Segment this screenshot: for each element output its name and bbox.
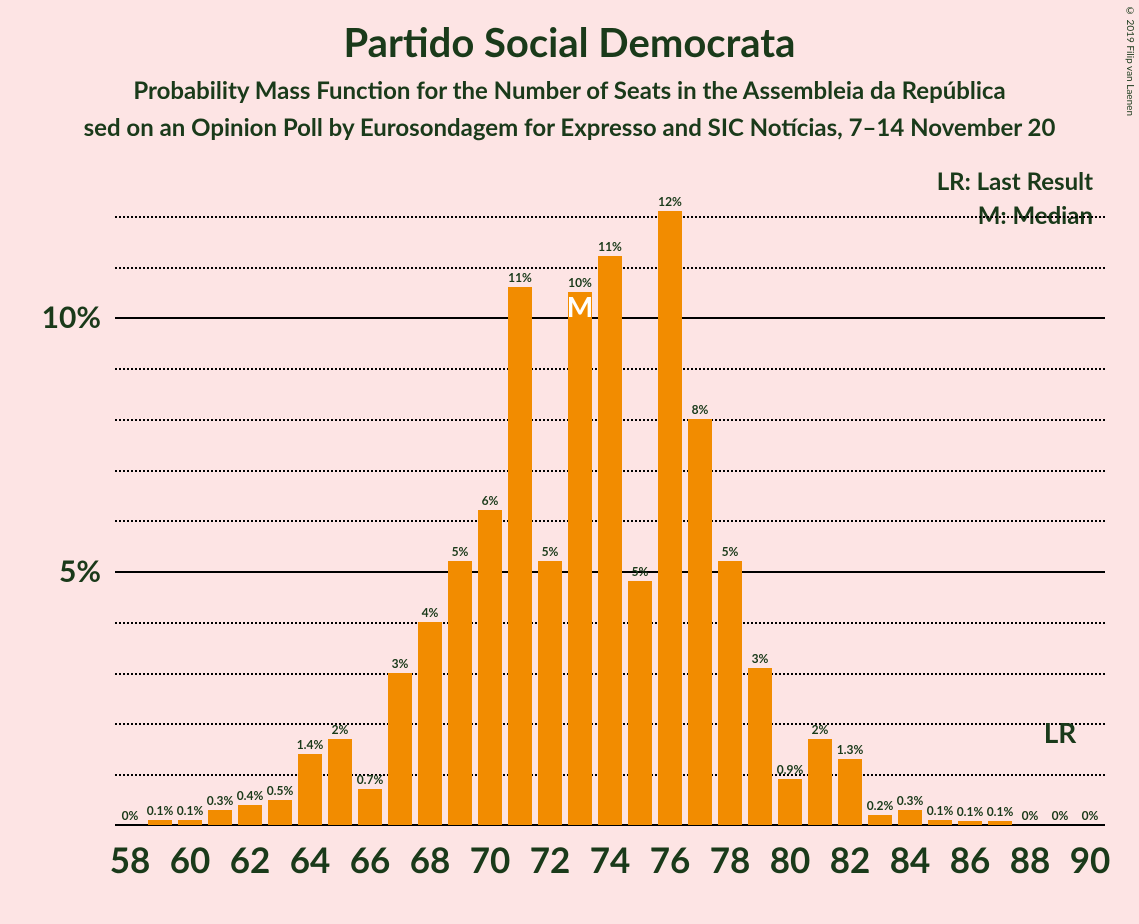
legend-lr: LR: Last Result bbox=[937, 167, 1093, 196]
grid-minor bbox=[115, 216, 1105, 218]
x-tick-label: 64 bbox=[290, 839, 331, 881]
x-axis: 5860626466687072747678808284868890 bbox=[115, 825, 1105, 895]
x-tick-label: 78 bbox=[710, 839, 751, 881]
bar-value-label: 1.3% bbox=[820, 742, 880, 757]
x-tick-label: 80 bbox=[770, 839, 811, 881]
bar bbox=[538, 561, 563, 825]
x-tick-label: 68 bbox=[410, 839, 451, 881]
bar bbox=[208, 810, 233, 825]
y-tick-label: 10% bbox=[42, 299, 101, 335]
bar bbox=[658, 211, 683, 825]
x-tick-label: 88 bbox=[1010, 839, 1051, 881]
bar bbox=[388, 673, 413, 825]
x-tick-label: 62 bbox=[230, 839, 271, 881]
bar bbox=[838, 759, 863, 825]
chart-container: Partido Social Democrata Probability Mas… bbox=[0, 0, 1139, 924]
bar bbox=[598, 256, 623, 825]
last-result-marker: LR bbox=[1044, 715, 1077, 749]
plot-area: LR: Last Result M: Median 5%10%0%0.1%0.1… bbox=[115, 165, 1105, 825]
chart-subtitle-2: sed on an Opinion Poll by Eurosondagem f… bbox=[0, 113, 1139, 142]
x-tick-label: 74 bbox=[590, 839, 631, 881]
copyright-text: © 2019 Filip van Laenen bbox=[1124, 5, 1136, 116]
bar bbox=[478, 510, 503, 825]
bar-value-label: 0% bbox=[1060, 808, 1120, 823]
x-tick-label: 58 bbox=[110, 839, 151, 881]
bar-value-label: 11% bbox=[580, 239, 640, 254]
chart-title: Partido Social Democrata bbox=[0, 0, 1139, 66]
bar-value-label: 2% bbox=[310, 722, 370, 737]
bar bbox=[718, 561, 743, 825]
x-tick-label: 66 bbox=[350, 839, 391, 881]
x-tick-label: 76 bbox=[650, 839, 691, 881]
bar bbox=[358, 789, 383, 825]
bar bbox=[568, 292, 593, 825]
x-tick-label: 82 bbox=[830, 839, 871, 881]
bar-value-label: 3% bbox=[730, 651, 790, 666]
bar bbox=[688, 419, 713, 825]
x-tick-label: 86 bbox=[950, 839, 991, 881]
bar bbox=[778, 779, 803, 825]
median-marker: M bbox=[567, 289, 593, 323]
bar bbox=[868, 815, 893, 825]
x-tick-label: 72 bbox=[530, 839, 571, 881]
bar-value-label: 8% bbox=[670, 402, 730, 417]
bar bbox=[418, 622, 443, 825]
x-tick-label: 60 bbox=[170, 839, 211, 881]
chart-subtitle-1: Probability Mass Function for the Number… bbox=[0, 76, 1139, 105]
x-tick-label: 84 bbox=[890, 839, 931, 881]
bar bbox=[748, 668, 773, 825]
bar-value-label: 12% bbox=[640, 194, 700, 209]
bar bbox=[268, 800, 293, 825]
y-tick-label: 5% bbox=[59, 553, 101, 589]
bar bbox=[628, 581, 653, 825]
bar-value-label: 11% bbox=[490, 270, 550, 285]
x-tick-label: 70 bbox=[470, 839, 511, 881]
bar bbox=[238, 805, 263, 825]
bar-value-label: 2% bbox=[790, 722, 850, 737]
bar bbox=[298, 754, 323, 825]
x-tick-label: 90 bbox=[1070, 839, 1111, 881]
bar bbox=[448, 561, 473, 825]
bar-value-label: 5% bbox=[700, 544, 760, 559]
